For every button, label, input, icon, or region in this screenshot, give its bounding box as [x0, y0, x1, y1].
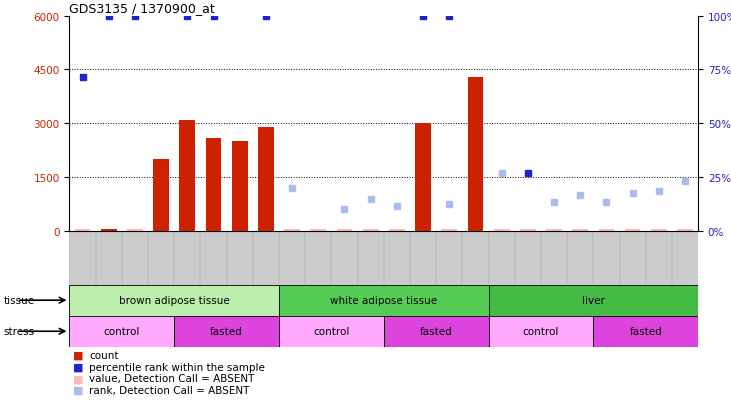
Bar — [69, 316, 174, 347]
Text: fasted: fasted — [211, 326, 243, 337]
Text: ■: ■ — [73, 350, 83, 360]
Bar — [258, 128, 273, 231]
Bar — [232, 142, 248, 231]
Text: ■: ■ — [73, 385, 83, 395]
Bar — [174, 316, 279, 347]
Text: fasted: fasted — [420, 326, 452, 337]
Text: control: control — [104, 326, 140, 337]
Text: brown adipose tissue: brown adipose tissue — [119, 295, 230, 306]
Bar — [415, 124, 431, 231]
Bar — [311, 230, 326, 231]
Text: liver: liver — [582, 295, 605, 306]
Text: stress: stress — [4, 326, 35, 337]
Bar — [284, 230, 300, 231]
Bar — [488, 285, 698, 316]
Bar — [546, 230, 562, 231]
Bar — [520, 230, 536, 231]
Bar — [599, 230, 614, 231]
Text: percentile rank within the sample: percentile rank within the sample — [89, 362, 265, 372]
Bar — [384, 316, 488, 347]
Bar — [69, 316, 174, 347]
Bar — [677, 230, 693, 231]
Bar — [75, 230, 91, 231]
Text: ■: ■ — [73, 362, 83, 372]
Bar — [154, 160, 169, 231]
Bar — [389, 230, 405, 231]
Bar — [488, 316, 594, 347]
Bar — [336, 230, 352, 231]
Bar — [279, 316, 384, 347]
Text: control: control — [523, 326, 559, 337]
Bar — [279, 285, 488, 316]
Bar — [488, 316, 594, 347]
Bar — [69, 285, 279, 316]
Bar — [594, 316, 698, 347]
Bar — [205, 138, 221, 231]
Text: white adipose tissue: white adipose tissue — [330, 295, 437, 306]
Bar — [279, 316, 384, 347]
Text: value, Detection Call = ABSENT: value, Detection Call = ABSENT — [89, 373, 254, 383]
Bar — [468, 77, 483, 231]
Bar — [442, 230, 457, 231]
Text: ■: ■ — [73, 373, 83, 383]
Bar — [69, 285, 279, 316]
Bar — [127, 230, 143, 231]
Bar — [363, 230, 379, 231]
Bar — [493, 230, 510, 231]
Text: control: control — [313, 326, 349, 337]
Text: fasted: fasted — [629, 326, 662, 337]
Text: rank, Detection Call = ABSENT: rank, Detection Call = ABSENT — [89, 385, 249, 395]
Bar — [572, 230, 588, 231]
Bar — [651, 230, 667, 231]
Bar — [279, 285, 488, 316]
Bar — [174, 316, 279, 347]
Bar — [180, 120, 195, 231]
Bar — [384, 316, 488, 347]
Text: tissue: tissue — [4, 295, 35, 306]
Text: GDS3135 / 1370900_at: GDS3135 / 1370900_at — [69, 2, 215, 15]
Bar — [101, 230, 117, 231]
Bar — [594, 316, 698, 347]
Bar — [488, 285, 698, 316]
Bar — [625, 230, 640, 231]
Text: count: count — [89, 350, 118, 360]
